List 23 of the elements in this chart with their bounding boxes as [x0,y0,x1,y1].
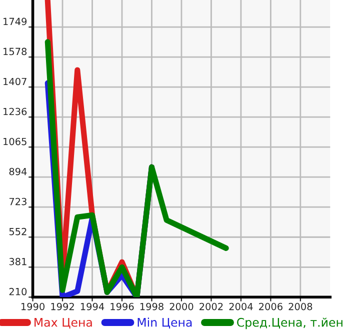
x-tick-label: 1990 [21,302,44,310]
legend-label: Max Цена [34,318,92,328]
x-tick-label: 2006 [259,302,282,310]
x-tick-label: 1998 [140,302,164,310]
x-tick-label: 2002 [200,302,223,310]
x-tick-label: 2008 [288,302,312,310]
x-tick-label: 2004 [229,302,253,310]
legend-label: Сред.Цена, т.йен [237,318,342,330]
y-tick-label: 1749 [4,18,27,26]
x-tick-label: 1992 [51,302,74,310]
y-tick-label: 894 [9,168,27,176]
y-tick-label: 1407 [4,78,26,86]
x-tick-label: 1994 [80,302,104,310]
y-tick-label: 723 [9,198,26,206]
y-tick-label: 1065 [4,138,26,146]
legend-label: Min Цена [138,318,192,328]
y-tick-label: 381 [9,258,26,266]
x-tick-label: 2000 [170,302,194,310]
y-tick-label: 1578 [4,48,27,56]
y-tick-label: 1236 [4,108,27,116]
y-tick-label: 210 [9,288,27,296]
x-tick-label: 1996 [110,302,134,310]
y-tick-label: 552 [9,228,26,236]
